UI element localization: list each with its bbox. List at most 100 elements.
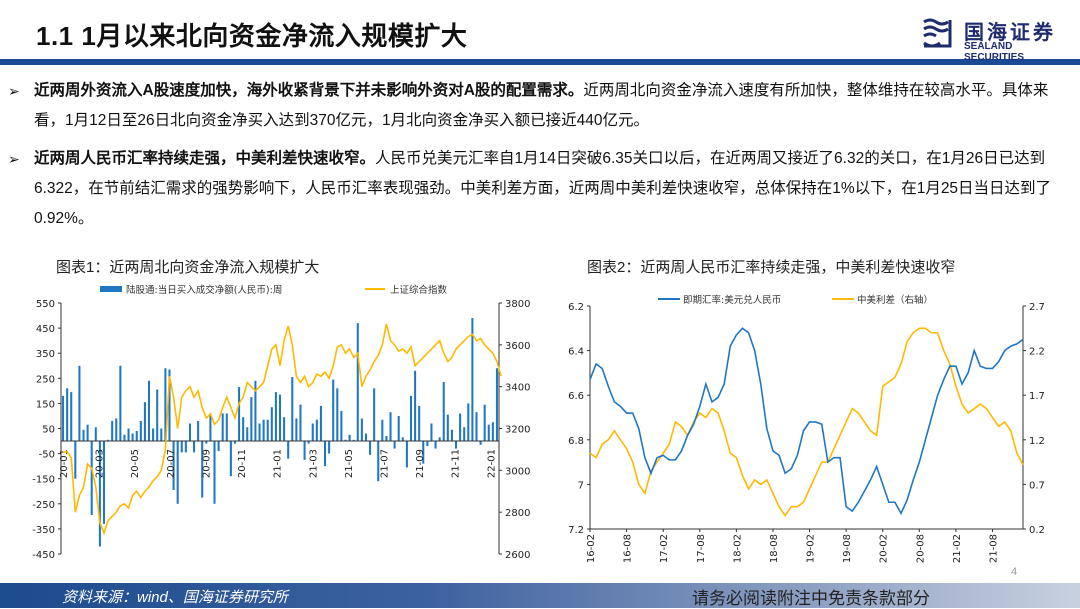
y-right-tick-label: 2.7 xyxy=(1029,302,1045,313)
bar xyxy=(209,413,212,442)
x-tick-label: 18-02 xyxy=(732,534,743,563)
x-tick-label: 21-05 xyxy=(344,449,355,478)
bar xyxy=(213,441,216,504)
y-right-tick-label: 3000 xyxy=(505,466,530,477)
bar xyxy=(242,417,245,442)
bar xyxy=(193,441,196,453)
bar xyxy=(295,418,298,442)
bar xyxy=(123,434,126,442)
bar xyxy=(442,382,445,442)
page-title: 1.1 1月以来北向资金净流入规模扩大 xyxy=(36,21,468,51)
bar xyxy=(463,427,466,442)
x-tick-label: 20-07 xyxy=(166,449,177,478)
bar xyxy=(115,418,118,442)
bar xyxy=(135,431,138,442)
x-tick-label: 19-08 xyxy=(842,534,853,563)
bar xyxy=(352,439,355,442)
bar xyxy=(176,441,179,504)
bar xyxy=(164,368,167,442)
x-tick-label: 21-08 xyxy=(989,534,1000,563)
bar xyxy=(479,441,482,445)
bar xyxy=(160,428,163,442)
chart1-title: 图表1：近两周北向资金净流入规模扩大 xyxy=(56,259,320,276)
bar xyxy=(373,388,376,442)
bar xyxy=(78,365,81,442)
y-right-tick-label: 3400 xyxy=(505,383,530,394)
y-left-tick-label: -450 xyxy=(32,550,55,561)
bar xyxy=(283,417,286,442)
bar xyxy=(102,441,106,524)
y-left-tick-label: 50 xyxy=(42,425,55,436)
bar xyxy=(348,434,351,442)
bar xyxy=(426,441,429,447)
bar xyxy=(315,419,318,442)
y-left-tick-label: -150 xyxy=(32,475,55,486)
legend-bar-swatch xyxy=(100,286,122,292)
bar xyxy=(336,388,339,442)
company-logo: 国海证券 SEALAND SECURITIES xyxy=(922,14,1072,63)
y-left-tick-label: -250 xyxy=(32,500,55,511)
x-tick-label: 21-03 xyxy=(308,449,319,478)
bar xyxy=(340,410,343,442)
bullet-item: ➢ 近两周人民币汇率持续走强，中美利差快速收窄。人民币兑美元汇率自1月14日突破… xyxy=(8,144,1068,234)
index-line xyxy=(62,323,502,536)
logo-cn: 国海证券 xyxy=(964,22,1056,44)
y-left-tick-label: 450 xyxy=(36,324,55,335)
x-tick-label: 20-05 xyxy=(130,449,141,478)
bar xyxy=(238,387,241,442)
bar xyxy=(401,437,404,442)
bar xyxy=(180,441,183,453)
bar xyxy=(475,412,478,442)
x-tick-label: 16-08 xyxy=(623,534,634,563)
y-left-tick-label: 6.2 xyxy=(568,302,584,313)
y-left-tick-label: 150 xyxy=(36,399,55,410)
bar xyxy=(258,423,261,442)
y-right-tick-label: 3800 xyxy=(505,299,530,310)
legend-bar-label: 陆股通:当日买入成交净额(人民币):周 xyxy=(126,284,282,296)
bar xyxy=(471,318,474,442)
bar xyxy=(82,429,85,442)
page-number: 4 xyxy=(1011,566,1018,578)
bar xyxy=(446,414,449,442)
bar xyxy=(119,365,122,442)
bar xyxy=(409,395,413,442)
bar xyxy=(459,413,462,442)
bar xyxy=(307,441,310,444)
y-right-tick-label: 0.7 xyxy=(1029,480,1045,491)
x-tick-label: 21-11 xyxy=(451,449,462,478)
y-right-tick-label: 0.2 xyxy=(1029,525,1045,536)
bar xyxy=(434,441,437,449)
bar xyxy=(385,436,388,442)
x-tick-label: 20-01 xyxy=(59,449,70,478)
bar xyxy=(156,389,159,442)
fx-line xyxy=(589,327,1024,516)
bar xyxy=(66,388,69,442)
bar xyxy=(254,380,257,442)
x-tick-label: 20-09 xyxy=(201,449,212,478)
chart2-title: 图表2：近两周人民币汇率持续走强，中美利差快速收窄 xyxy=(587,259,956,276)
bar xyxy=(246,427,249,442)
bar xyxy=(205,441,208,444)
bar xyxy=(172,441,175,490)
bar xyxy=(90,441,93,516)
bar xyxy=(270,407,273,442)
bar xyxy=(369,441,372,455)
bar xyxy=(495,368,498,442)
y-right-tick-label: 3600 xyxy=(505,341,530,352)
bar xyxy=(184,441,187,453)
bar xyxy=(364,433,367,442)
bar xyxy=(287,441,290,459)
y-left-tick-label: -350 xyxy=(32,525,55,536)
bar xyxy=(188,423,191,442)
bar xyxy=(414,370,417,442)
bar xyxy=(356,323,359,442)
y-left-tick-label: 6.6 xyxy=(568,391,584,402)
bar xyxy=(344,439,347,442)
bar xyxy=(381,419,384,442)
y-right-tick-label: 3200 xyxy=(505,425,530,436)
y-left-tick-label: 350 xyxy=(36,349,55,360)
bar xyxy=(86,424,89,442)
y-right-tick-label: 1.2 xyxy=(1029,436,1045,447)
header-divider xyxy=(0,59,1080,65)
bar xyxy=(483,404,486,442)
